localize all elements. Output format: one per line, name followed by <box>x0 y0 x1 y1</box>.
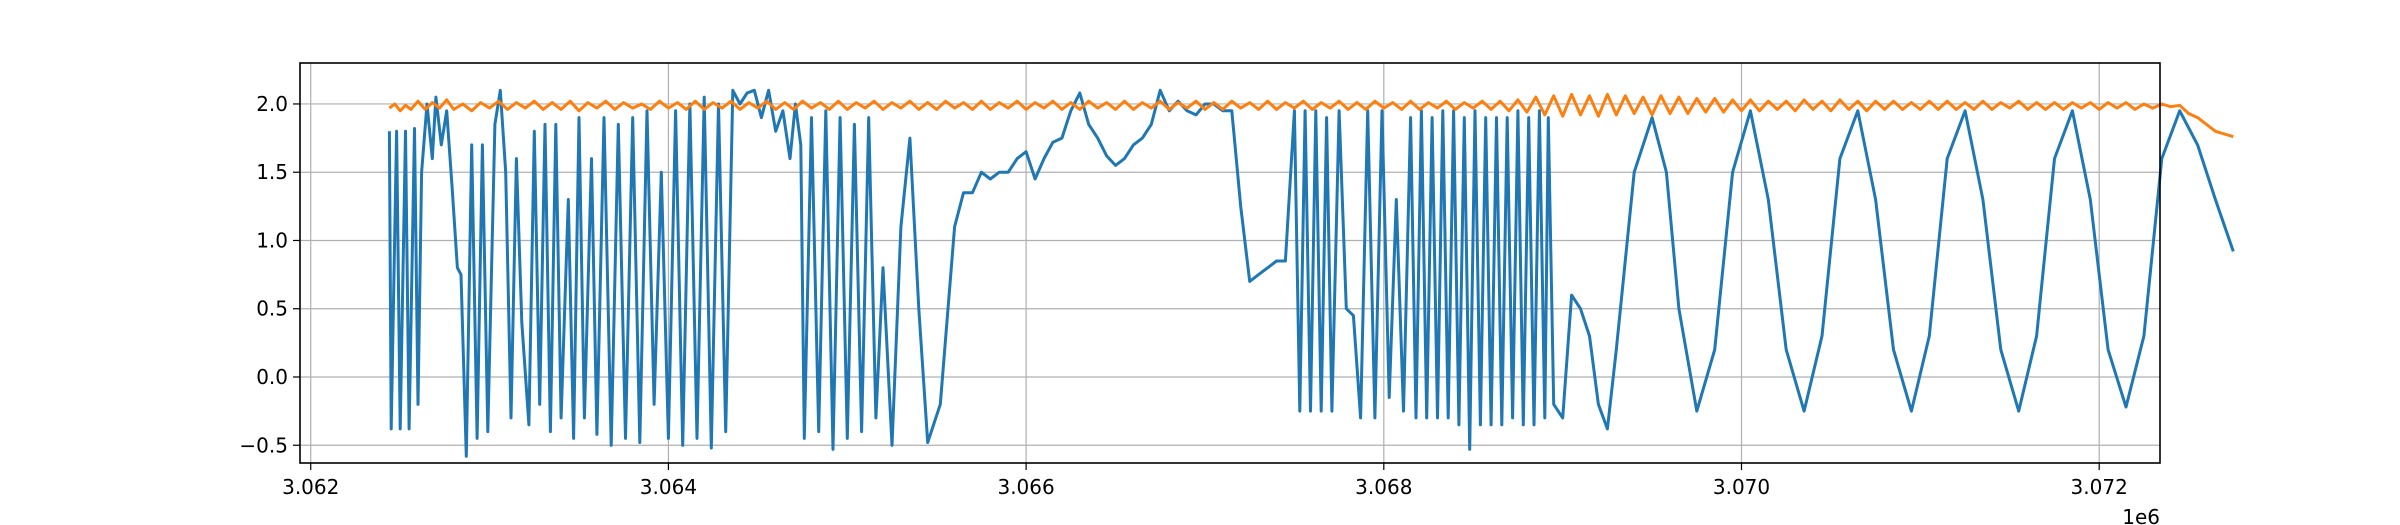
series-layer <box>387 88 2235 458</box>
y-tick-label: 0.5 <box>256 297 288 321</box>
series-line-0 <box>387 88 2235 458</box>
y-tick-label: 2.0 <box>256 92 288 116</box>
tick-layer: 3.062 3.064 3.066 3.068 3.070 3.072 −0.5 0.0 0.5… <box>239 92 2127 499</box>
x-offset-label: 1e6 <box>2122 505 2160 525</box>
x-tick-label: 3.072 <box>2071 475 2128 499</box>
series-line-1 <box>388 92 2234 139</box>
y-tick-label: 0.0 <box>256 365 288 389</box>
y-tick-label: 1.0 <box>256 228 288 252</box>
x-tick-label: 3.068 <box>1355 475 1412 499</box>
x-tick-label: 3.062 <box>282 475 339 499</box>
x-tick-label: 3.066 <box>997 475 1054 499</box>
x-tick-label: 3.064 <box>640 475 697 499</box>
x-tick-label: 3.070 <box>1713 475 1770 499</box>
y-tick-label: 1.5 <box>256 160 288 184</box>
plot-frame <box>299 62 2161 464</box>
y-tick-label: −0.5 <box>239 433 288 457</box>
